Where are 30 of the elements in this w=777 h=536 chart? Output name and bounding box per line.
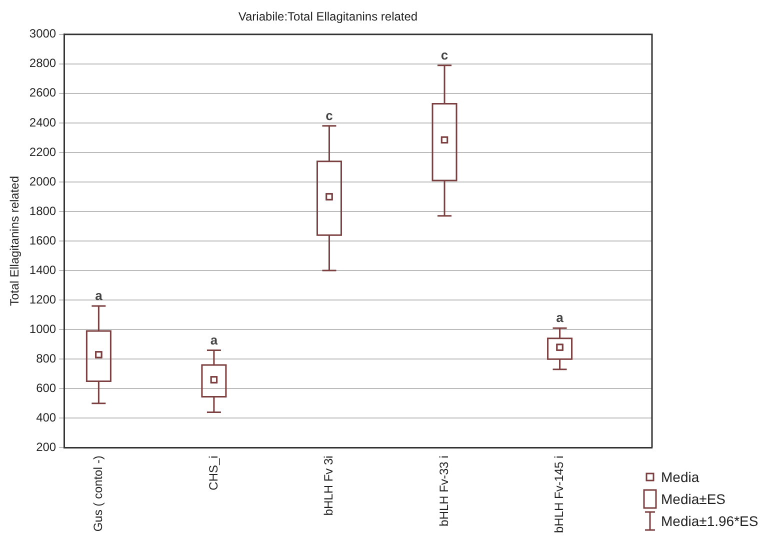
- annotation: a: [556, 310, 564, 326]
- chart-title: Variabile:Total Ellagitanins related: [238, 10, 418, 24]
- x-tick-label: Gus ( contol -): [90, 456, 105, 532]
- annotation: a: [95, 288, 104, 304]
- text: Media±1.96*ES: [661, 513, 758, 529]
- y-tick-label: 2600: [29, 86, 56, 100]
- y-tick-label: 800: [36, 351, 56, 366]
- x-tick-label: bHLH Fv-33 i: [436, 456, 451, 526]
- y-tick-label: 2800: [29, 56, 56, 70]
- y-tick-label: 2200: [29, 144, 56, 159]
- y-tick-label: 3000: [29, 26, 56, 41]
- y-tick-label: 400: [36, 410, 56, 424]
- annotation: c: [326, 108, 333, 123]
- x-tick-label: bHLH Fv-145 i: [552, 456, 566, 534]
- y-tick-label: 2000: [29, 174, 56, 188]
- text: Media: [661, 469, 700, 485]
- y-tick-label: 200: [36, 440, 56, 454]
- y-tick-label: 1000: [29, 322, 56, 336]
- x-tick-label: bHLH Fv 3i: [322, 456, 336, 516]
- y-tick-label: 600: [36, 380, 56, 395]
- annotation: c: [440, 47, 448, 62]
- annotation: a: [210, 332, 218, 348]
- x-tick-label: CHS_i: [206, 456, 220, 490]
- y-tick-label: 2400: [29, 115, 56, 130]
- y-tick-label: 1200: [29, 292, 56, 306]
- y-tick-label: 1400: [29, 262, 56, 277]
- text: Media±ES: [661, 491, 726, 507]
- y-axis-title: Total Ellagitanins related: [8, 176, 22, 306]
- y-tick-label: 1600: [29, 233, 56, 248]
- y-tick-label: 1800: [29, 204, 56, 218]
